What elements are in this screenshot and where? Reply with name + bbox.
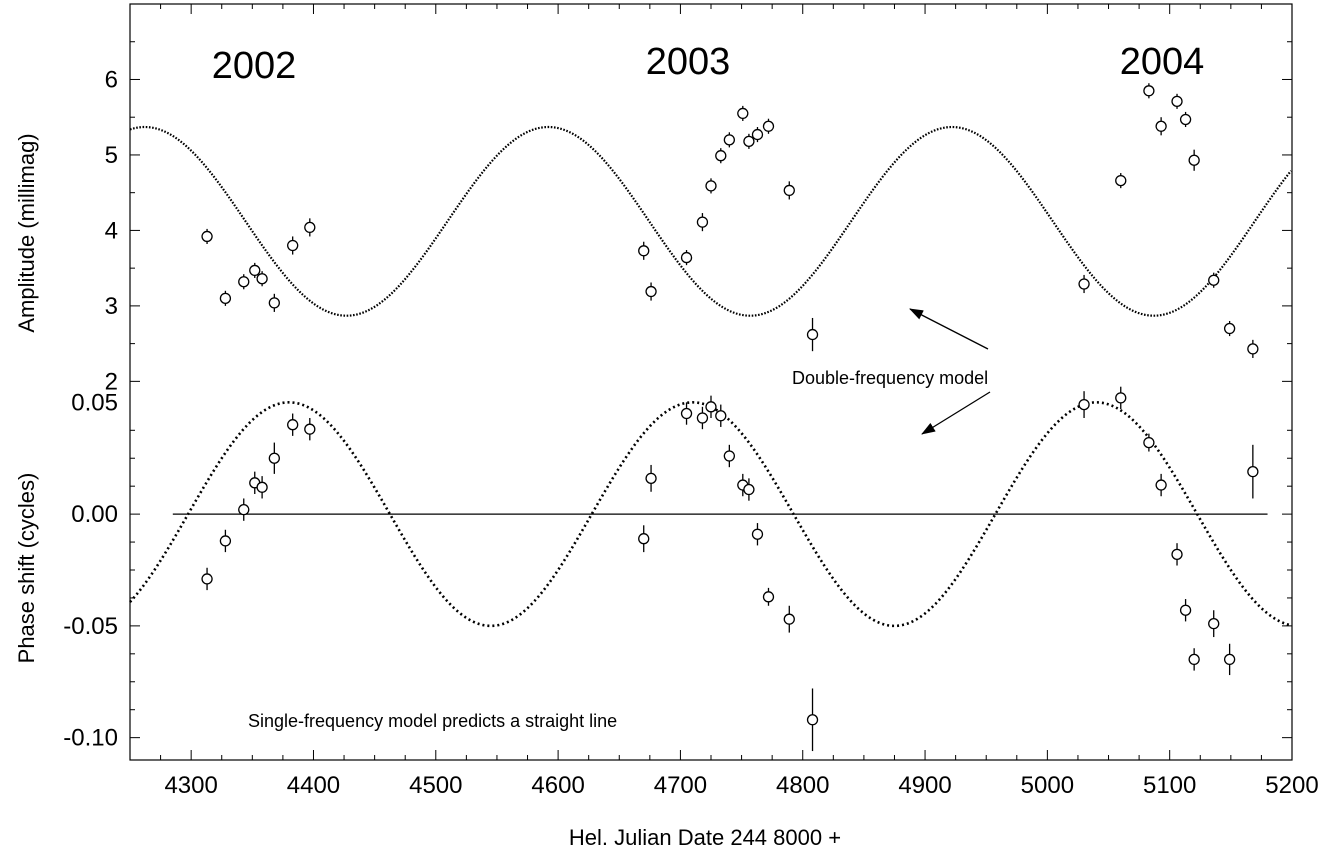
data-point-phase [219, 535, 232, 547]
data-point-amplitude [1247, 343, 1259, 355]
data-point-amplitude [1078, 278, 1090, 290]
data-point-amplitude [783, 184, 795, 197]
double-frequency-model-label: Double-frequency model [792, 368, 988, 388]
data-point-phase [287, 419, 299, 431]
x-tick-label: 4300 [164, 772, 217, 799]
data-point-amplitude [1223, 322, 1236, 335]
data-point-phase [715, 410, 727, 422]
y-axis-title-amplitude: Amplitude (millimag) [14, 133, 39, 332]
annotation-arrow-upper [909, 308, 989, 350]
y-tick-label-phase: -0.10 [63, 725, 118, 752]
data-points [201, 83, 1259, 752]
x-tick-label: 4400 [287, 772, 340, 799]
year-label-2002: 2002 [212, 45, 297, 87]
data-point-phase [680, 407, 693, 420]
data-point-amplitude [680, 251, 693, 264]
data-point-phase [645, 472, 657, 485]
data-point-phase [1143, 436, 1155, 449]
x-tick-label: 4600 [531, 772, 584, 799]
data-point-phase [1188, 653, 1200, 666]
y-tick-label-phase: 0.05 [71, 389, 118, 416]
data-point-phase [1208, 617, 1220, 630]
data-point-phase [1171, 548, 1183, 561]
data-point-amplitude [219, 292, 232, 304]
data-point-amplitude [201, 230, 213, 243]
data-point-phase [638, 533, 650, 545]
y-tick-label-amplitude: 4 [105, 217, 118, 244]
data-point-amplitude [1143, 85, 1155, 97]
annotation-arrow-lower [921, 391, 991, 435]
year-label-2003: 2003 [646, 41, 731, 83]
data-point-phase [751, 528, 764, 540]
x-tick-label: 4500 [409, 772, 462, 799]
data-point-amplitude [705, 180, 717, 192]
y-tick-label-phase: 0.00 [71, 501, 118, 528]
x-tick-label: 4700 [654, 772, 707, 799]
data-point-phase [1247, 465, 1259, 478]
plot-frame [129, 3, 1293, 761]
data-point-phase [806, 714, 819, 726]
data-point-phase [238, 503, 250, 516]
data-point-amplitude [268, 297, 280, 309]
double-frequency-model-curve-amplitude [129, 125, 1292, 317]
data-point-amplitude [723, 134, 735, 146]
data-point-amplitude [238, 276, 250, 288]
tick-labels: 4300 4400 4500 4600 4700 4800 4900 5000 5100 5200… [63, 66, 1318, 799]
data-point-phase [1078, 398, 1090, 411]
y-tick-label-phase: -0.05 [63, 613, 118, 640]
data-point-amplitude [287, 239, 299, 252]
data-point-amplitude [249, 264, 261, 277]
data-point-phase [256, 481, 268, 493]
x-tick-label: 4900 [898, 772, 951, 799]
data-point-phase [705, 401, 717, 413]
data-point-amplitude [1171, 95, 1183, 108]
data-point-amplitude [696, 216, 709, 228]
single-frequency-model-label: Single-frequency model predicts a straig… [248, 711, 617, 731]
double-frequency-model-curve-phase [129, 401, 1292, 628]
data-point-amplitude [1179, 113, 1192, 126]
data-point-amplitude [737, 107, 749, 120]
data-point-amplitude [256, 273, 268, 285]
data-point-amplitude [1208, 274, 1220, 286]
data-point-amplitude [638, 245, 650, 257]
data-point-phase [783, 613, 795, 625]
data-point-phase [201, 573, 213, 585]
y-tick-label-amplitude: 3 [105, 293, 118, 320]
data-point-amplitude [806, 328, 819, 341]
x-tick-label: 4800 [776, 772, 829, 799]
data-point-amplitude [743, 135, 755, 148]
data-point-amplitude [715, 150, 727, 162]
data-point-phase [723, 450, 735, 462]
x-tick-label: 5200 [1265, 772, 1318, 799]
data-point-amplitude [762, 120, 775, 132]
data-point-amplitude [1155, 120, 1167, 132]
data-point-amplitude [1188, 154, 1200, 166]
data-point-amplitude [1115, 174, 1127, 187]
data-point-phase [1223, 653, 1236, 666]
data-point-phase [268, 452, 280, 464]
data-point-phase [1155, 479, 1167, 491]
axis-ticks [129, 3, 1293, 760]
data-point-phase [743, 483, 755, 496]
x-tick-label: 5000 [1021, 772, 1074, 799]
data-point-amplitude [304, 221, 316, 234]
y-axis-title-phase: Phase shift (cycles) [14, 473, 39, 664]
data-point-phase [696, 412, 709, 424]
y-tick-label-amplitude: 5 [105, 142, 118, 169]
data-point-phase [1115, 392, 1127, 404]
x-tick-label: 5100 [1143, 772, 1196, 799]
x-axis-title: Hel. Julian Date 244 8000 + [569, 825, 841, 850]
y-tick-label-amplitude: 2 [105, 368, 118, 395]
data-point-amplitude [751, 128, 764, 141]
data-point-amplitude [645, 285, 657, 298]
data-point-phase [1179, 604, 1192, 616]
data-point-phase [304, 423, 316, 435]
data-point-phase [762, 591, 775, 603]
year-label-2004: 2004 [1120, 41, 1205, 83]
y-tick-label-amplitude: 6 [105, 66, 118, 93]
